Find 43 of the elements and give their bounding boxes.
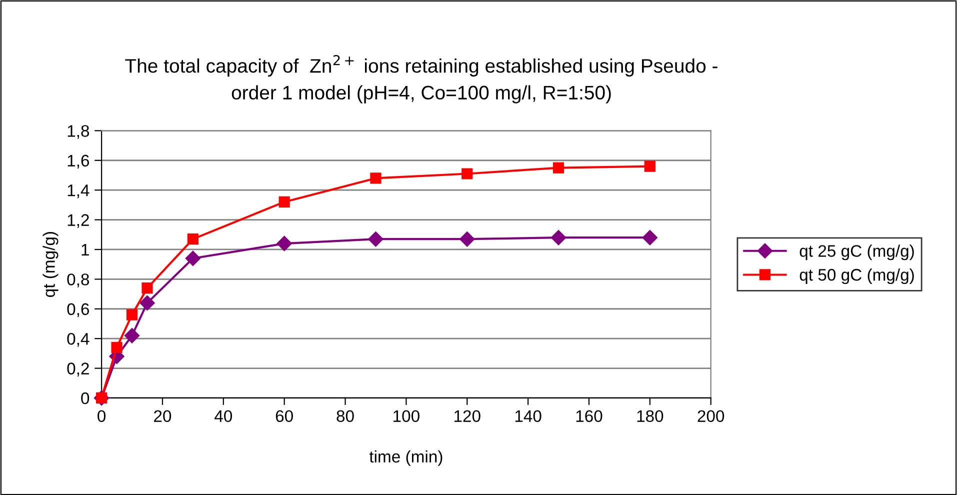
y-tick-label: 0 (81, 392, 90, 404)
y-axis-title: qt (mg/g) (42, 232, 58, 297)
point (368, 232, 384, 247)
x-tick-label: 160 (576, 410, 602, 422)
point (644, 160, 656, 172)
chart-title: The total capacity of Zn$^{2+}$ ions retaining established using Pseudo - order 1 model (pH=4, Co=100 mg/l, R=1:50) (125, 55, 718, 104)
x-tick-label: 20 (154, 410, 172, 422)
point (552, 162, 564, 174)
y-tick-label: 1,6 (68, 154, 90, 169)
x-tick-label: 80 (336, 410, 354, 422)
x-tick-label: 40 (214, 410, 232, 422)
x-axis-title: time (min) (369, 450, 442, 466)
x-tick-label: 200 (698, 410, 724, 422)
point (278, 196, 290, 208)
point (185, 250, 201, 266)
x-tick-label: 60 (276, 410, 293, 422)
y-tick-label: 1 (82, 244, 89, 256)
point (642, 230, 658, 246)
point (124, 328, 140, 344)
x-tick-label: 120 (454, 410, 480, 422)
y-tick-label: 0,2 (67, 362, 89, 376)
point (550, 230, 566, 246)
y-tick-label: 0,8 (67, 274, 90, 288)
point (370, 172, 382, 184)
legend-label: qt 50 gC (mg/g) (800, 268, 914, 284)
x-tick-label: 180 (637, 410, 664, 422)
point (460, 232, 475, 247)
y-tick-label: 0,6 (67, 303, 90, 318)
point (126, 309, 138, 320)
y-tick-label: 0,4 (67, 332, 90, 347)
point (140, 295, 155, 311)
legend-label: qt 25 gC (mg/g) (800, 244, 914, 260)
y-tick-label: 1,8 (68, 125, 90, 139)
x-tick-label: 100 (394, 410, 420, 422)
x-tick-label: 0 (98, 410, 106, 422)
point (142, 282, 153, 294)
point (187, 234, 198, 245)
y-tick-label: 1,2 (68, 214, 89, 228)
point (276, 236, 292, 252)
point (462, 168, 473, 180)
point (111, 342, 122, 354)
y-tick-label: 1,4 (68, 184, 90, 198)
x-tick-label: 140 (515, 410, 542, 422)
